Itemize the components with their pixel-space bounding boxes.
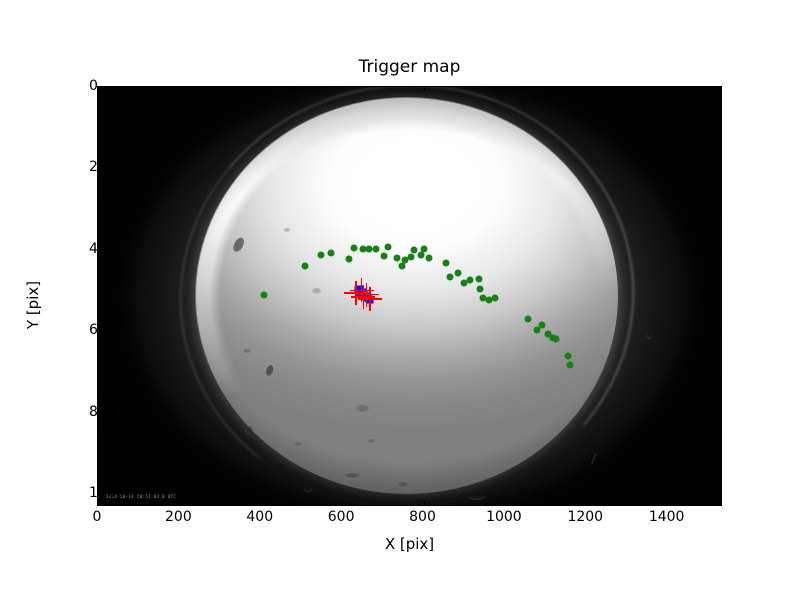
- scatter-point-trigger: [417, 251, 425, 259]
- x-tick-mark: [586, 87, 588, 91]
- y-tick-mark: [717, 331, 721, 333]
- x-tick-mark: [342, 87, 344, 91]
- scatter-point-trigger: [393, 254, 401, 262]
- scatter-point-trigger: [544, 330, 552, 338]
- x-tick-mark: [260, 501, 262, 505]
- y-tick-mark: [98, 87, 102, 88]
- scatter-point-trigger: [398, 262, 406, 270]
- x-tick-label: 200: [165, 509, 192, 525]
- vignette: [98, 87, 721, 505]
- background-image: 2014-08-14 20:57:03.8 UTC: [98, 87, 721, 505]
- x-tick-mark: [667, 87, 669, 91]
- scatter-point-centre-fit: [354, 282, 379, 307]
- scatter-point-trigger: [401, 256, 409, 264]
- scatter-point-trigger: [425, 254, 433, 262]
- scatter-point-centre-estimate: [363, 292, 371, 300]
- scatter-point-trigger: [491, 294, 499, 302]
- x-tick-mark: [504, 501, 506, 505]
- x-tick-mark: [423, 87, 425, 91]
- scatter-point-trigger: [372, 245, 380, 253]
- scatter-point-trigger: [345, 255, 353, 263]
- scatter-point-trigger: [384, 243, 392, 251]
- x-tick-mark: [179, 87, 181, 91]
- x-axis-label: X [pix]: [384, 535, 435, 553]
- y-tick-mark: [717, 493, 721, 495]
- scatter-point-trigger: [350, 244, 358, 252]
- scatter-point-trigger: [365, 245, 373, 253]
- y-tick-mark: [98, 493, 102, 495]
- x-tick-label: 1200: [567, 509, 604, 525]
- scatter-point-trigger: [564, 352, 572, 360]
- scatter-point-trigger: [359, 245, 367, 253]
- y-tick-mark: [98, 249, 102, 251]
- x-tick-label: 600: [327, 509, 355, 525]
- scatter-point-trigger: [317, 251, 325, 259]
- y-tick-mark: [98, 412, 102, 414]
- x-tick-label: 0: [92, 509, 102, 525]
- scatter-point-trigger: [407, 253, 415, 261]
- scatter-point-trigger: [380, 252, 388, 260]
- y-tick-mark: [717, 249, 721, 251]
- x-tick-mark: [342, 501, 344, 505]
- y-axis-label: Y [pix]: [24, 280, 42, 330]
- scatter-point-trigger: [327, 249, 335, 257]
- image-timestamp-stamp: 2014-08-14 20:57:03.8 UTC: [106, 494, 177, 499]
- y-tick-mark: [717, 168, 721, 170]
- x-tick-label: 400: [246, 509, 274, 525]
- scatter-point-centre-fit: [357, 287, 382, 312]
- scatter-point-trigger: [420, 245, 428, 253]
- scatter-point-trigger: [538, 321, 546, 329]
- scatter-point-trigger: [476, 285, 484, 293]
- scatter-point-centre-fit: [351, 285, 376, 309]
- x-tick-mark: [98, 87, 99, 91]
- x-tick-mark: [423, 501, 425, 505]
- scatter-point-trigger: [454, 269, 462, 277]
- x-tick-mark: [504, 87, 506, 91]
- scatter-point-trigger: [566, 361, 574, 369]
- scatter-point-trigger: [260, 291, 268, 299]
- y-tick-mark: [717, 412, 721, 414]
- scatter-point-trigger: [410, 246, 418, 254]
- scatter-point-centre-fit: [343, 280, 368, 305]
- scatter-point-trigger: [524, 315, 532, 323]
- scatter-point-trigger: [475, 275, 483, 283]
- scatter-point-trigger: [552, 335, 560, 342]
- scatter-point-trigger: [485, 296, 493, 304]
- x-tick-mark: [667, 501, 669, 505]
- scatter-point-centre-fit: [349, 278, 374, 303]
- x-tick-mark: [260, 87, 262, 91]
- y-tick-mark: [98, 331, 102, 333]
- x-tick-mark: [179, 501, 181, 505]
- scatter-point-trigger: [479, 294, 487, 302]
- x-tick-label: 800: [409, 509, 436, 525]
- page-title: Trigger map: [358, 57, 461, 77]
- scatter-point-trigger: [301, 262, 309, 270]
- scatter-point-centre-estimate: [356, 285, 364, 293]
- x-tick-label: 1400: [648, 509, 685, 525]
- plot-axes[interactable]: 2014-08-14 20:57:03.8 UTC: [97, 86, 722, 506]
- scatter-point-trigger: [533, 326, 541, 334]
- x-tick-mark: [586, 501, 588, 505]
- scatter-point-trigger: [446, 273, 454, 281]
- x-tick-label: 1000: [486, 509, 522, 525]
- scatter-point-trigger: [442, 259, 450, 267]
- y-tick-mark: [717, 87, 721, 88]
- y-tick-mark: [98, 168, 102, 170]
- scatter-point-trigger: [466, 276, 474, 284]
- x-tick-mark: [98, 501, 99, 505]
- scatter-point-trigger: [460, 279, 468, 287]
